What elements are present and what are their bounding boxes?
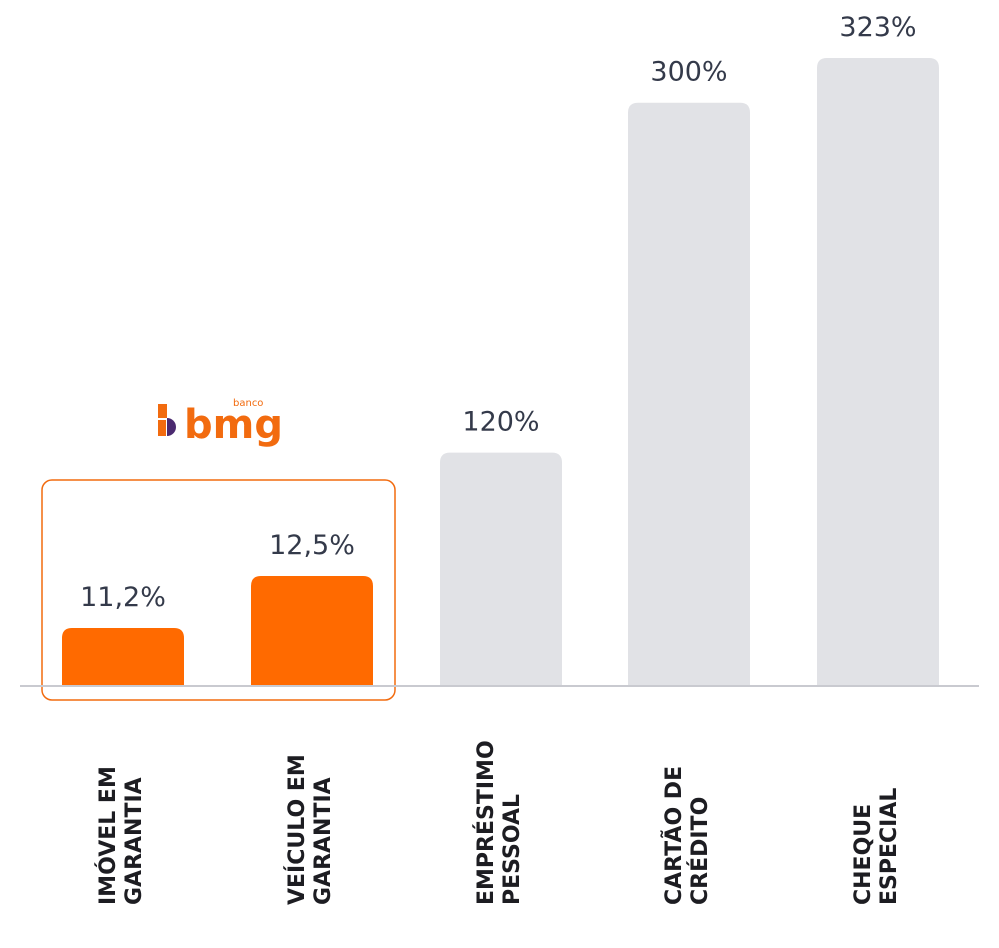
category-label-line: PESSOAL	[500, 794, 525, 905]
value-label-3: 300%	[650, 57, 727, 88]
highlight-box	[41, 479, 396, 701]
category-label-line: CHEQUE	[851, 804, 876, 905]
category-label-line: GARANTIA	[122, 777, 147, 905]
value-label-1: 12,5%	[269, 530, 355, 561]
bar-2	[440, 452, 562, 686]
category-label-line: CRÉDITO	[687, 797, 713, 905]
value-label-0: 11,2%	[80, 582, 166, 613]
category-label-line: VEÍCULO EM	[284, 754, 310, 905]
brand-logo: banco bmg	[158, 398, 283, 448]
category-label-4: CHEQUE ESPECIAL	[851, 788, 902, 905]
value-labels-group: 11,2% 12,5% 120% 300% 323%	[80, 12, 916, 613]
bar-1	[251, 576, 373, 686]
category-label-3: CARTÃO DE CRÉDITO	[661, 766, 713, 905]
category-labels-group: IMÓVEL EM GARANTIA VEÍCULO EM GARANTIA EMPRÉ…	[95, 740, 902, 905]
bar-0	[62, 628, 184, 686]
bar-3	[628, 102, 750, 686]
bar-4	[817, 57, 939, 687]
category-label-0: IMÓVEL EM GARANTIA	[95, 766, 147, 905]
category-label-2: EMPRÉSTIMO PESSOAL	[473, 740, 525, 905]
bmg-symbol-icon	[158, 404, 176, 436]
bars-group	[62, 57, 939, 687]
brand-small-text: banco	[233, 398, 263, 409]
category-label-1: VEÍCULO EM GARANTIA	[284, 754, 336, 905]
category-label-line: EMPRÉSTIMO	[473, 740, 499, 905]
value-label-4: 323%	[839, 12, 916, 43]
category-label-line: IMÓVEL EM	[95, 766, 121, 905]
brand-main-text: bmg	[184, 402, 283, 448]
category-label-line: ESPECIAL	[877, 788, 902, 905]
category-label-line: CARTÃO DE	[661, 766, 687, 905]
category-label-line: GARANTIA	[311, 777, 336, 905]
value-label-2: 120%	[462, 407, 539, 438]
